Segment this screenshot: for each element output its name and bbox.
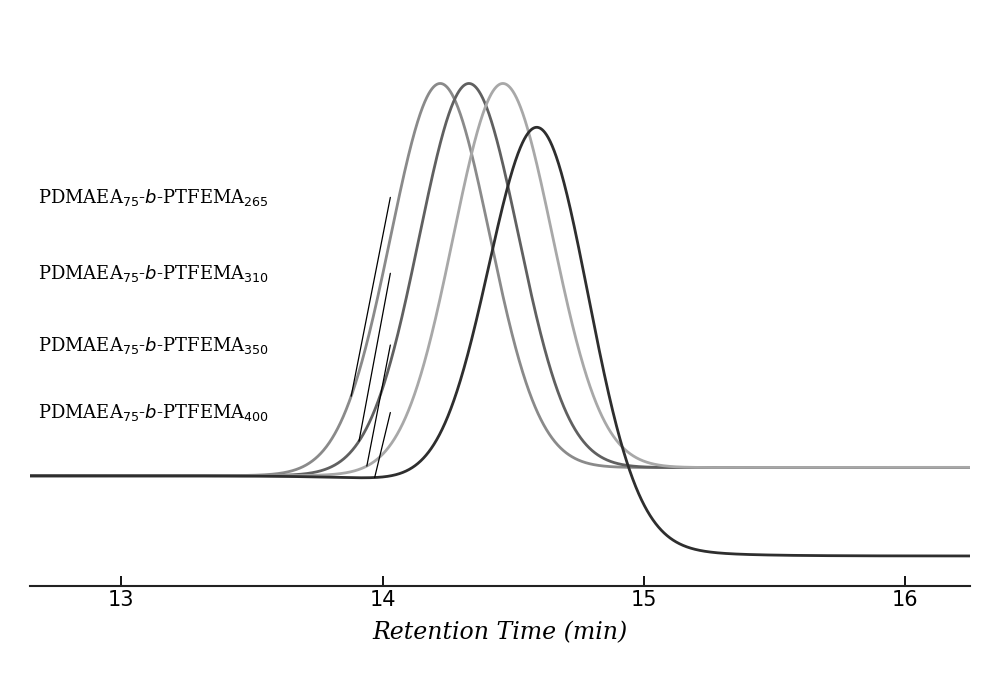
- Text: PDMAEA$_{75}$-$b$-PTFEMA$_{310}$: PDMAEA$_{75}$-$b$-PTFEMA$_{310}$: [38, 263, 269, 284]
- X-axis label: Retention Time (min): Retention Time (min): [372, 621, 628, 645]
- Text: PDMAEA$_{75}$-$b$-PTFEMA$_{350}$: PDMAEA$_{75}$-$b$-PTFEMA$_{350}$: [38, 334, 269, 355]
- Text: PDMAEA$_{75}$-$b$-PTFEMA$_{400}$: PDMAEA$_{75}$-$b$-PTFEMA$_{400}$: [38, 402, 269, 423]
- Text: PDMAEA$_{75}$-$b$-PTFEMA$_{265}$: PDMAEA$_{75}$-$b$-PTFEMA$_{265}$: [38, 187, 269, 208]
